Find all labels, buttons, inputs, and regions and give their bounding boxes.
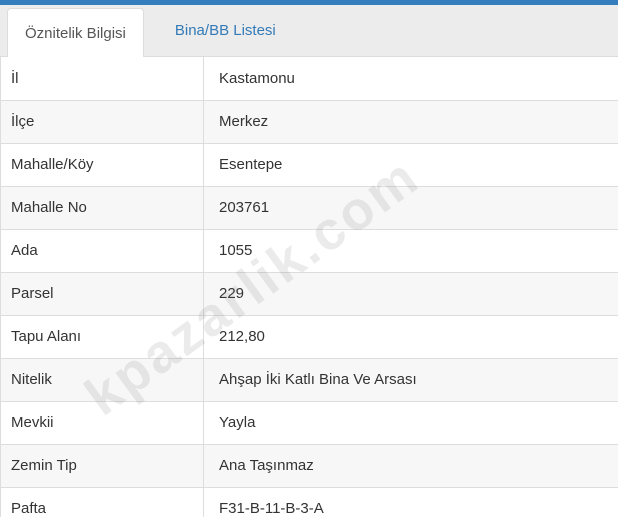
row-value: Ana Taşınmaz [203, 444, 618, 488]
table-row: Parsel 229 [0, 272, 618, 316]
row-label: Pafta [0, 487, 204, 517]
tab-label: Bina/BB Listesi [174, 22, 276, 39]
table-row: Mahalle/Köy Esentepe [0, 143, 618, 187]
row-value: Kastamonu [203, 57, 618, 101]
tab-label: Öznitelik Bilgisi [25, 24, 126, 42]
row-value: F31-B-11-B-3-A [203, 487, 618, 517]
table-row: Zemin Tip Ana Taşınmaz [0, 444, 618, 488]
tab-bina-bb-listesi[interactable]: Bina/BB Listesi [158, 5, 293, 56]
row-label: Ada [0, 229, 204, 273]
row-value: 1055 [203, 229, 618, 273]
row-value: 212,80 [203, 315, 618, 359]
table-row: Tapu Alanı 212,80 [0, 315, 618, 359]
row-value: 229 [203, 272, 618, 316]
table-row: Nitelik Ahşap İki Katlı Bina Ve Arsası [0, 358, 618, 402]
tab-oznitelik-bilgisi[interactable]: Öznitelik Bilgisi [7, 8, 144, 57]
row-label: Nitelik [0, 358, 204, 402]
row-value: Merkez [203, 100, 618, 144]
table-row: Pafta F31-B-11-B-3-A [0, 487, 618, 517]
row-label: İl [0, 57, 204, 101]
row-value: Esentepe [203, 143, 618, 187]
row-label: Mahalle No [0, 186, 204, 230]
table-row: İl Kastamonu [0, 57, 618, 101]
row-label: Mahalle/Köy [0, 143, 204, 187]
table-row: Mevkii Yayla [0, 401, 618, 445]
table-row: İlçe Merkez [0, 100, 618, 144]
row-label: İlçe [0, 100, 204, 144]
tab-strip: Öznitelik Bilgisi Bina/BB Listesi [0, 5, 618, 57]
row-value: 203761 [203, 186, 618, 230]
row-label: Tapu Alanı [0, 315, 204, 359]
row-label: Mevkii [0, 401, 204, 445]
row-label: Zemin Tip [0, 444, 204, 488]
attribute-table-body: İl Kastamonu İlçe Merkez Mahalle/Köy Ese… [0, 57, 618, 517]
row-value: Yayla [203, 401, 618, 445]
attribute-table: İl Kastamonu İlçe Merkez Mahalle/Köy Ese… [0, 57, 618, 517]
top-accent-bar [0, 0, 618, 5]
table-row: Ada 1055 [0, 229, 618, 273]
table-row: Mahalle No 203761 [0, 186, 618, 230]
row-value: Ahşap İki Katlı Bina Ve Arsası [203, 358, 618, 402]
row-label: Parsel [0, 272, 204, 316]
